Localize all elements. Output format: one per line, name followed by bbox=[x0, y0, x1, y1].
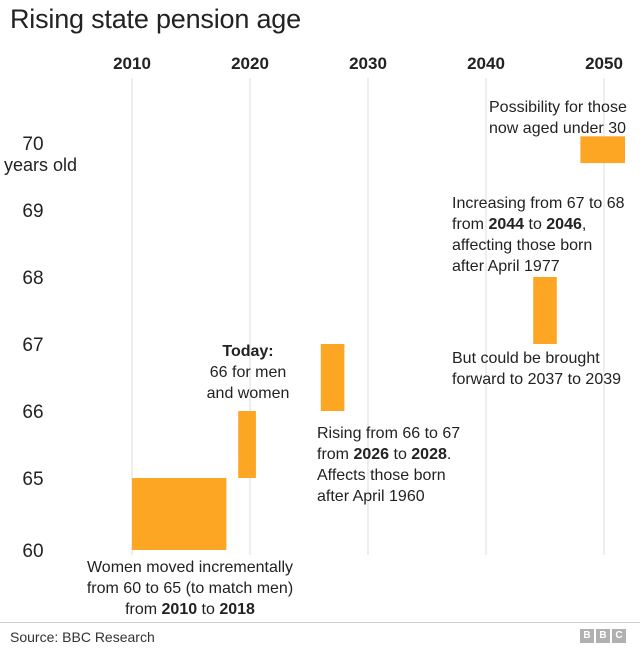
annotation-line: Today: bbox=[222, 343, 274, 360]
annotation-line: from 2044 to 2046, bbox=[452, 216, 587, 233]
y-tick-label: 69 bbox=[22, 201, 43, 222]
y-tick-label: 65 bbox=[22, 469, 43, 490]
bars bbox=[132, 136, 625, 550]
annotation-line: after April 1960 bbox=[317, 488, 425, 505]
annotation-line: Possibility for those bbox=[489, 99, 627, 116]
annotation-line: from 60 to 65 (to match men) bbox=[86, 580, 294, 597]
annotation-line: 66 for men bbox=[209, 364, 287, 381]
logo-block: B bbox=[580, 629, 594, 643]
x-tick-label: 2030 bbox=[349, 54, 387, 73]
annotation-line: from 2026 to 2028. bbox=[317, 446, 452, 463]
y-axis-ticks: 60 65 66 67 68 69 70 bbox=[22, 134, 43, 562]
footer-divider bbox=[0, 622, 640, 651]
bar bbox=[238, 411, 256, 478]
y-tick-label: 68 bbox=[22, 268, 43, 289]
annotation-line: Increasing from 67 to 68 bbox=[452, 195, 625, 212]
y-tick-label: 60 bbox=[22, 541, 43, 562]
annotation-line: affecting those born bbox=[452, 237, 593, 254]
x-axis-ticks: 2010 2020 2030 2040 2050 bbox=[113, 54, 623, 73]
pension-age-chart: 2010 2020 2030 2040 2050 60 65 66 67 68 69 70 year… bbox=[4, 54, 625, 562]
annotation-line: after April 1977 bbox=[452, 258, 560, 275]
annotation-line: Affects those born bbox=[317, 467, 446, 484]
annotation-rising: Rising from 66 to 67 from 2026 to 2028. … bbox=[317, 423, 497, 507]
y-tick-label: 66 bbox=[22, 402, 43, 423]
annotation-line: from 2010 to 2018 bbox=[125, 601, 255, 618]
x-tick-label: 2040 bbox=[467, 54, 505, 73]
annotation-brought-forward: But could be brought forward to 2037 to … bbox=[452, 348, 640, 390]
x-tick-label: 2020 bbox=[231, 54, 269, 73]
annotation-line: Rising from 66 to 67 bbox=[317, 425, 461, 442]
annotation-possibility: Possibility for those now aged under 30 bbox=[489, 97, 639, 139]
bar bbox=[533, 277, 557, 344]
annotation-increasing: Increasing from 67 to 68 from 2044 to 20… bbox=[452, 193, 640, 277]
annotation-line: forward to 2037 to 2039 bbox=[452, 371, 622, 388]
y-axis-unit-label: years old bbox=[4, 155, 77, 175]
bar bbox=[320, 344, 345, 411]
y-tick-label: 70 bbox=[22, 134, 43, 155]
logo-block: C bbox=[612, 629, 626, 643]
bar bbox=[132, 478, 227, 550]
annotation-line: now aged under 30 bbox=[489, 120, 626, 137]
x-tick-label: 2050 bbox=[585, 54, 623, 73]
logo-block: B bbox=[596, 629, 610, 643]
annotation-women: Women moved incrementally from 60 to 65 … bbox=[60, 557, 320, 620]
annotation-line: Women moved incrementally bbox=[86, 559, 293, 576]
y-tick-label: 67 bbox=[22, 335, 43, 356]
annotation-line: But could be brought bbox=[452, 350, 600, 367]
source-note: Source: BBC Research bbox=[10, 629, 155, 645]
grid-lines bbox=[131, 78, 605, 555]
bar bbox=[580, 136, 625, 164]
chart-title: Rising state pension age bbox=[10, 4, 301, 34]
x-tick-label: 2010 bbox=[113, 54, 151, 73]
annotation-line: and women bbox=[206, 385, 290, 402]
annotation-today: Today: 66 for men and women bbox=[196, 341, 300, 404]
